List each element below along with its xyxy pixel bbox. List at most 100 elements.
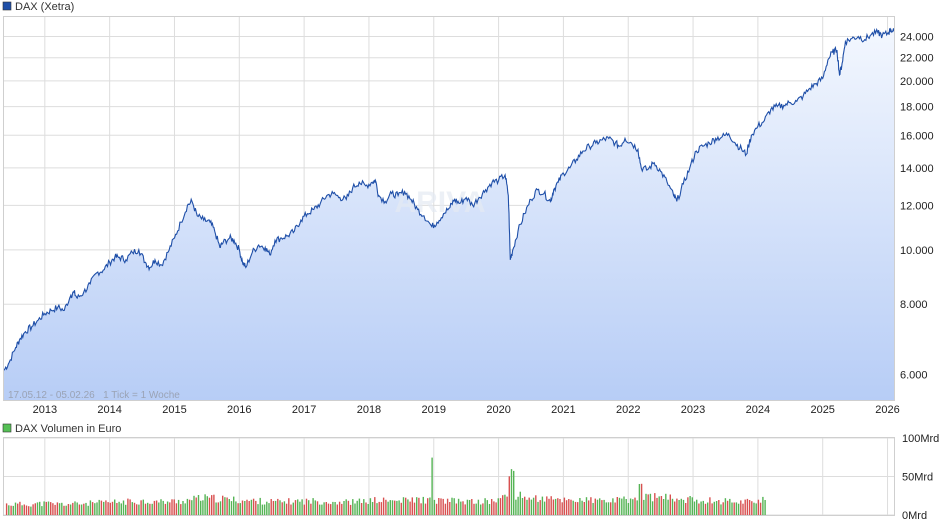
volume-bar	[343, 501, 345, 515]
volume-bar	[621, 498, 623, 515]
volume-bar	[590, 497, 592, 515]
volume-bar	[28, 506, 30, 515]
volume-bar	[250, 499, 253, 515]
volume-bar	[352, 499, 354, 515]
volume-bar	[80, 504, 83, 515]
volume-bar	[211, 495, 213, 515]
price-y-tick-label: 14.000	[900, 163, 934, 175]
price-x-tick-label: 2015	[162, 404, 186, 416]
volume-bar	[491, 499, 493, 515]
volume-bar	[400, 502, 402, 515]
price-y-tick-label: 18.000	[900, 102, 934, 114]
volume-bar	[56, 502, 59, 515]
volume-bar	[610, 502, 612, 515]
volume-bar	[186, 498, 189, 515]
price-line	[3, 27, 895, 371]
volume-bar	[442, 498, 444, 515]
volume-bar	[142, 499, 144, 515]
volume-plot-frame	[3, 437, 895, 516]
volume-bar	[519, 491, 521, 515]
volume-bar	[41, 506, 43, 515]
price-y-tick-label: 16.000	[900, 130, 934, 142]
volume-bar	[740, 500, 742, 515]
volume-bar	[649, 493, 652, 515]
volume-bar	[427, 498, 429, 515]
volume-bar	[451, 497, 453, 515]
volume-bar	[321, 504, 323, 515]
volume-bar	[323, 502, 325, 515]
volume-bar	[155, 500, 158, 515]
volume-bar	[129, 499, 131, 515]
volume-bar	[764, 500, 766, 515]
volume-bar	[603, 499, 605, 515]
volume-bar	[111, 501, 114, 515]
volume-bar	[281, 502, 283, 515]
volume-bar	[127, 498, 129, 515]
volume-bar	[213, 494, 215, 515]
volume-bar	[314, 500, 316, 515]
price-y-tick-label: 8.000	[900, 299, 928, 311]
volume-bar	[468, 500, 471, 515]
volume-bar	[543, 501, 546, 515]
volume-bar	[435, 503, 438, 515]
volume-bar	[757, 499, 760, 515]
volume-bar	[338, 501, 341, 515]
volume-bar	[206, 496, 208, 515]
volume-bar	[385, 499, 387, 515]
volume-bar	[25, 505, 28, 515]
volume-y-ticks: 0Mrd 50Mrd 100Mrd	[902, 433, 939, 522]
volume-bar	[74, 501, 76, 515]
volume-bar	[517, 496, 519, 515]
price-plot-frame	[3, 16, 895, 401]
legend-volume-label: DAX Volumen in Euro	[15, 423, 121, 435]
legend-volume-swatch	[2, 423, 12, 433]
volume-bar	[405, 497, 407, 515]
volume-bar	[718, 500, 720, 515]
volume-bar	[651, 501, 654, 515]
volume-bar	[114, 499, 116, 515]
volume-bar	[669, 494, 671, 515]
volume-bar	[524, 496, 526, 515]
volume-bar	[91, 502, 94, 515]
volume-bar	[215, 502, 217, 515]
volume-bar	[713, 501, 715, 515]
volume-bar	[665, 493, 667, 515]
volume-bar	[120, 503, 122, 515]
volume-bar	[54, 504, 56, 515]
volume-bar	[354, 503, 356, 515]
volume-bar	[402, 497, 405, 515]
volume-bar	[632, 499, 634, 515]
volume-bar	[36, 502, 39, 515]
volume-bar	[160, 499, 162, 515]
volume-bar	[327, 503, 330, 515]
volume-bar	[466, 499, 469, 515]
price-x-tick-label: 2025	[810, 404, 834, 416]
volume-bar	[341, 503, 343, 515]
volume-bar	[726, 500, 729, 515]
volume-bar	[246, 499, 248, 515]
volume-bar	[671, 498, 674, 515]
volume-bar	[257, 504, 259, 515]
volume-bar	[409, 501, 411, 515]
volume-bar	[440, 498, 442, 515]
volume-bar	[751, 501, 753, 515]
volume-bar	[607, 502, 610, 515]
volume-bar	[680, 498, 682, 515]
volume-bar	[32, 504, 34, 515]
volume-bar	[274, 500, 277, 515]
price-y-tick-label: 6.000	[900, 369, 928, 381]
volume-bar	[345, 499, 347, 515]
volume-bar	[638, 484, 641, 515]
volume-bar	[416, 497, 418, 515]
volume-bar	[577, 502, 579, 515]
volume-bar	[645, 493, 647, 515]
volume-bar	[742, 503, 744, 515]
volume-bar	[118, 501, 120, 515]
price-x-tick-label: 2026	[875, 404, 899, 416]
volume-bar	[539, 500, 541, 515]
volume-bar	[541, 496, 544, 515]
volume-bar	[724, 498, 727, 515]
volume-bar	[349, 504, 352, 515]
volume-bar	[316, 501, 319, 515]
volume-bar	[453, 498, 455, 515]
